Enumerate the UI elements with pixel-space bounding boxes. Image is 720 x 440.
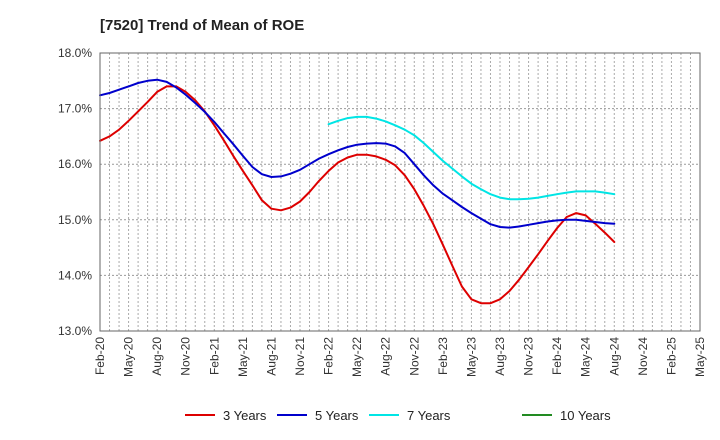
- plot-frame: [99, 52, 701, 332]
- x-tick-label: Nov-22: [407, 337, 421, 376]
- x-tick-label: May-25: [693, 337, 707, 377]
- x-tick-label: Aug-24: [607, 337, 621, 376]
- x-tick-label: Nov-20: [179, 337, 193, 376]
- x-tick-label: Nov-21: [293, 337, 307, 376]
- x-tick-label: May-24: [579, 337, 593, 377]
- y-tick-label: 16.0%: [58, 157, 92, 171]
- x-tick-label: Feb-25: [664, 337, 678, 375]
- y-tick-label: 13.0%: [58, 324, 92, 338]
- legend-label: 10 Years: [560, 408, 611, 423]
- series-line-3-years: [99, 85, 616, 305]
- y-tick-label: 17.0%: [58, 102, 92, 116]
- x-tick-label: May-22: [350, 337, 364, 377]
- legend-label: 7 Years: [407, 408, 451, 423]
- x-tick-label: May-23: [464, 337, 478, 377]
- legend-label: 3 Years: [223, 408, 267, 423]
- x-tick-label: Feb-22: [322, 337, 336, 375]
- x-tick-label: Aug-21: [264, 337, 278, 376]
- x-tick-label: Feb-20: [93, 337, 107, 375]
- x-tick-label: Aug-23: [493, 337, 507, 376]
- x-tick-label: Aug-22: [379, 337, 393, 376]
- x-tick-label: Feb-21: [207, 337, 221, 375]
- x-tick-label: Nov-23: [522, 337, 536, 376]
- x-tick-label: Feb-23: [436, 337, 450, 375]
- x-tick-label: Nov-24: [636, 337, 650, 376]
- x-tick-label: May-21: [236, 337, 250, 377]
- y-axis-ticks: 13.0% 14.0% 15.0% 16.0% 17.0% 18.0%: [58, 46, 92, 338]
- y-tick-label: 18.0%: [58, 46, 92, 60]
- y-tick-label: 14.0%: [58, 268, 92, 282]
- legend: 3 Years 5 Years 7 Years 10 Years: [185, 408, 611, 423]
- x-tick-label: Aug-20: [150, 337, 164, 376]
- x-axis-ticks: Feb-20 May-20 Aug-20 Nov-20 Feb-21 May-21 Aug-…: [93, 337, 707, 377]
- series-lines: [99, 78, 616, 305]
- series-line-7-years: [327, 115, 616, 201]
- series-line-5-years: [99, 78, 616, 229]
- chart-title: [7520] Trend of Mean of ROE: [100, 17, 304, 34]
- legend-label: 5 Years: [315, 408, 359, 423]
- x-tick-label: May-20: [122, 337, 136, 377]
- x-tick-label: Feb-24: [550, 337, 564, 375]
- y-tick-label: 15.0%: [58, 213, 92, 227]
